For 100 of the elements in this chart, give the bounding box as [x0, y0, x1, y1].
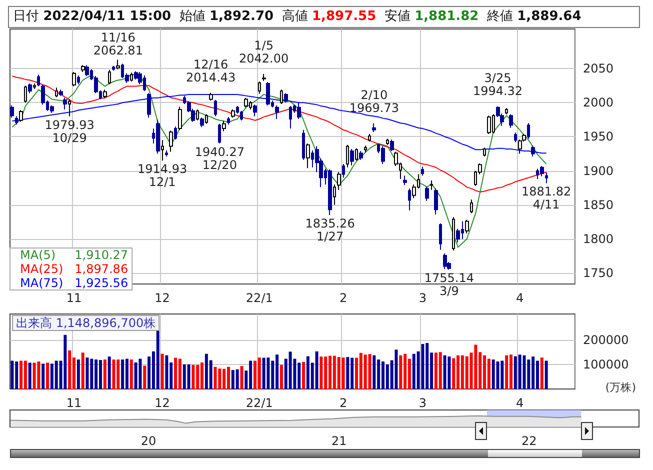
x-tick-label: 4 [516, 291, 524, 305]
candlestick [266, 82, 270, 106]
candlestick [85, 64, 89, 77]
candlestick [55, 87, 58, 98]
bar [192, 364, 195, 389]
bar [544, 360, 548, 389]
candlestick [280, 89, 283, 104]
bar [487, 358, 490, 389]
annotation: 1914.93 12/1 [137, 162, 188, 190]
bar [394, 350, 398, 389]
candlestick [196, 108, 199, 121]
text: 高値 1,897.55 [280, 9, 376, 24]
candlestick [527, 122, 530, 140]
bar [258, 358, 261, 389]
bar [86, 358, 89, 389]
annotation: 1940.27 12/20 [194, 144, 244, 172]
y-tick-label: 1900 [583, 164, 614, 178]
candlestick [222, 120, 226, 132]
candlestick [63, 97, 67, 110]
bar [174, 358, 178, 389]
candlestick [355, 148, 358, 162]
annotation: 1835.26 1/27 [305, 216, 355, 244]
bar [496, 361, 500, 389]
candlestick [505, 108, 508, 115]
annotation: 12/16 2014.43 [186, 57, 236, 84]
x-tick-label: 22/1 [246, 291, 273, 305]
bar [452, 358, 456, 389]
x-tick-label: 12 [154, 396, 170, 410]
candlestick [258, 81, 261, 94]
candlestick [531, 145, 535, 157]
candlestick [483, 147, 486, 157]
candlestick [368, 134, 371, 142]
candlestick [112, 65, 115, 72]
bar [134, 362, 138, 389]
text: 終値 1,889.64 [486, 9, 582, 24]
text: 日付 2022/04/11 15:00 [12, 9, 172, 24]
bar [178, 358, 182, 389]
bar [130, 359, 133, 389]
bar [138, 358, 142, 389]
candlestick [240, 110, 243, 121]
candlestick [452, 216, 455, 252]
candlestick [425, 186, 429, 202]
candlestick [359, 150, 363, 160]
candlestick [439, 222, 442, 250]
bar [98, 360, 102, 389]
candlestick [350, 148, 354, 166]
text: 安値 1,881.82 [383, 9, 479, 24]
candlestick [68, 98, 71, 117]
x-tick-label: 21 [331, 434, 347, 448]
candlestick [302, 129, 305, 160]
x-tick-label: 4 [516, 396, 524, 410]
x-tick-label: 11 [66, 291, 82, 305]
bar [28, 362, 32, 389]
candlestick [174, 126, 177, 140]
candlestick [289, 106, 292, 130]
candlestick [134, 70, 138, 80]
bar [240, 366, 244, 389]
candlestick [103, 89, 107, 98]
candlestick [108, 69, 111, 85]
y-axis-title: (万株) [605, 381, 636, 394]
annotation: 1/5 2042.00 [238, 38, 289, 66]
candlestick [434, 188, 438, 215]
candlestick [337, 172, 341, 190]
candlestick [244, 97, 248, 108]
candlestick [443, 252, 447, 270]
bar [505, 355, 508, 389]
bar [236, 369, 239, 389]
candlestick [381, 146, 385, 164]
candlestick [253, 104, 257, 117]
bar [302, 362, 306, 389]
x-tick-label: 3 [418, 396, 427, 410]
candlestick [430, 180, 433, 190]
y-tick-label: 200000 [583, 332, 629, 347]
bar [522, 355, 526, 389]
bar [364, 354, 367, 389]
y-tick-label: 100000 [583, 357, 629, 372]
bar [518, 354, 522, 389]
candlestick [509, 114, 513, 128]
bar [421, 344, 424, 389]
text: MA(75) 1,925.56 [20, 276, 128, 290]
bar [399, 355, 402, 389]
candlestick [364, 145, 367, 153]
bar [32, 362, 36, 389]
candlestick [130, 72, 133, 82]
bar [160, 354, 164, 389]
candlestick [205, 114, 208, 124]
bar [509, 354, 512, 389]
y-tick-label: 2050 [583, 62, 614, 76]
candlestick [19, 110, 23, 122]
candlestick [209, 92, 213, 102]
candlestick [540, 166, 544, 177]
bar [81, 352, 84, 389]
candlestick [77, 74, 80, 85]
candlestick [333, 184, 336, 206]
bar [20, 360, 23, 389]
candlestick [390, 138, 394, 152]
candlestick [59, 89, 63, 96]
bar [121, 359, 124, 389]
candlestick [200, 117, 204, 128]
bar [448, 356, 451, 389]
